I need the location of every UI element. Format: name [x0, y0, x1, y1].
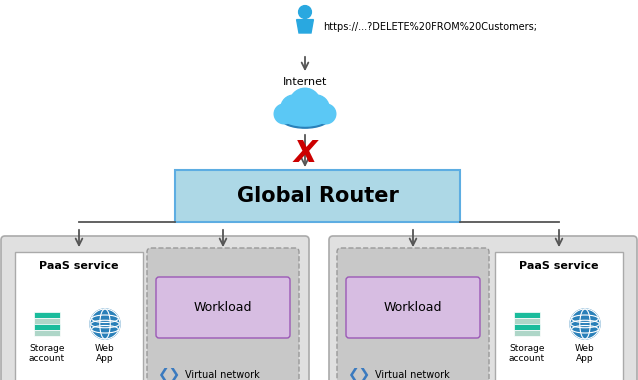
FancyBboxPatch shape: [15, 252, 143, 380]
FancyBboxPatch shape: [1, 236, 309, 380]
Bar: [34, 318, 60, 323]
Circle shape: [281, 95, 308, 121]
Text: Virtual network: Virtual network: [185, 370, 260, 380]
Bar: [514, 324, 540, 329]
Text: https://...?DELETE%20FROM%20Customers;: https://...?DELETE%20FROM%20Customers;: [323, 22, 537, 32]
FancyBboxPatch shape: [346, 277, 480, 338]
FancyBboxPatch shape: [337, 248, 489, 380]
Circle shape: [274, 104, 294, 124]
Bar: [514, 330, 540, 336]
Ellipse shape: [281, 107, 329, 126]
Text: Internet: Internet: [283, 77, 327, 87]
Text: X: X: [293, 139, 316, 168]
Text: PaaS service: PaaS service: [40, 261, 119, 271]
Text: ❮❯: ❮❯: [158, 368, 181, 380]
FancyBboxPatch shape: [329, 236, 637, 380]
Text: Storage
account: Storage account: [29, 344, 65, 363]
FancyBboxPatch shape: [156, 277, 290, 338]
Ellipse shape: [280, 107, 330, 128]
Text: Web
App: Web App: [575, 344, 595, 363]
Text: Global Router: Global Router: [237, 186, 399, 206]
Text: ❮❯: ❮❯: [347, 368, 371, 380]
Circle shape: [290, 88, 320, 119]
FancyBboxPatch shape: [175, 170, 460, 222]
Bar: [34, 312, 60, 318]
Text: Workload: Workload: [194, 301, 252, 314]
Text: PaaS service: PaaS service: [519, 261, 598, 271]
Circle shape: [570, 309, 600, 339]
Circle shape: [90, 309, 120, 339]
Polygon shape: [297, 20, 313, 33]
Text: Web
App: Web App: [95, 344, 115, 363]
Circle shape: [299, 6, 311, 18]
Bar: [34, 324, 60, 329]
Circle shape: [316, 104, 336, 124]
Bar: [514, 318, 540, 323]
FancyBboxPatch shape: [147, 248, 299, 380]
Circle shape: [303, 95, 329, 121]
FancyBboxPatch shape: [495, 252, 623, 380]
Text: Storage
account: Storage account: [509, 344, 545, 363]
Text: Virtual network: Virtual network: [375, 370, 450, 380]
Bar: [34, 330, 60, 336]
Bar: [514, 312, 540, 318]
Text: Workload: Workload: [383, 301, 442, 314]
